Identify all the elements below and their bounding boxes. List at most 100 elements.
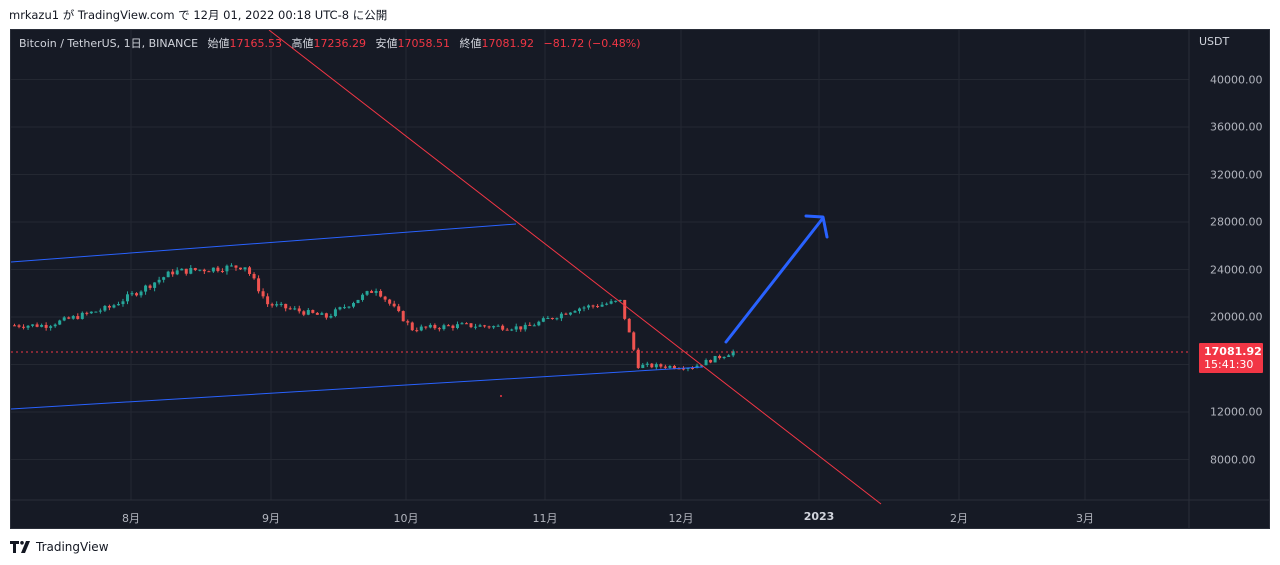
currency-label[interactable]: USDT	[1199, 35, 1230, 48]
candle	[306, 308, 310, 316]
symbol-label: Bitcoin / TetherUS, 1日, BINANCE	[19, 37, 199, 50]
candle	[654, 362, 658, 370]
candle	[22, 324, 26, 330]
candle	[53, 323, 57, 328]
candle	[171, 269, 175, 277]
candle	[442, 323, 446, 331]
tradingview-logo[interactable]: TradingView	[10, 540, 109, 554]
candle	[379, 289, 383, 298]
candle	[546, 315, 550, 319]
candle	[135, 292, 139, 297]
candle	[148, 284, 152, 290]
candle	[35, 322, 39, 328]
candle	[40, 323, 44, 328]
low-value: 17058.51	[397, 37, 451, 50]
candle	[451, 324, 455, 331]
candle	[189, 265, 193, 275]
candle	[248, 266, 252, 276]
candle	[397, 303, 401, 313]
chart-plot[interactable]	[11, 30, 1270, 529]
candle	[225, 264, 229, 275]
candle	[523, 322, 527, 332]
candle	[252, 272, 256, 280]
high-value: 17236.29	[313, 37, 367, 50]
candle	[184, 268, 188, 276]
candle	[71, 315, 75, 320]
candle	[229, 263, 233, 267]
candle	[370, 289, 374, 294]
candle	[175, 267, 179, 276]
candle	[573, 310, 577, 313]
candle	[578, 307, 581, 314]
price-tick-label: 32000.00	[1210, 168, 1263, 181]
candle	[446, 324, 450, 327]
candle	[121, 298, 125, 307]
candle	[126, 291, 129, 305]
price-tick-label: 28000.00	[1210, 215, 1263, 229]
candle	[62, 316, 66, 322]
candle	[342, 304, 346, 309]
candle	[76, 313, 80, 320]
candle	[94, 311, 98, 313]
candle	[718, 354, 722, 360]
candle	[202, 268, 206, 275]
candle	[216, 265, 220, 273]
time-tick-label: 9月	[262, 512, 280, 525]
candle	[460, 321, 464, 325]
candle	[180, 268, 184, 271]
candle	[465, 322, 468, 325]
candle	[659, 363, 663, 369]
candle	[338, 306, 342, 311]
descending-trendline[interactable]	[268, 30, 882, 505]
candle	[663, 364, 667, 370]
candle	[636, 347, 640, 369]
candle	[333, 307, 337, 318]
channel-lower-line[interactable]	[11, 366, 704, 410]
candle	[550, 317, 554, 320]
candle	[388, 298, 392, 306]
candle	[288, 306, 292, 310]
candle	[541, 316, 545, 323]
candle	[220, 268, 224, 273]
price-tick-label: 24000.00	[1210, 263, 1263, 276]
candle	[704, 358, 708, 366]
candle	[26, 325, 30, 330]
candle	[596, 304, 600, 308]
candle	[266, 293, 270, 307]
candle	[415, 327, 419, 333]
candle	[623, 299, 627, 321]
candle	[433, 323, 437, 330]
candle	[13, 323, 16, 327]
candle	[406, 319, 410, 326]
chart-panel[interactable]: Bitcoin / TetherUS, 1日, BINANCE 始値17165.…	[10, 29, 1270, 529]
forecast-arrow[interactable]	[724, 214, 829, 344]
candle	[275, 301, 279, 308]
candle	[600, 301, 604, 307]
candle	[374, 288, 378, 296]
candle	[392, 300, 396, 308]
candle	[112, 303, 116, 309]
price-tick-label: 12000.00	[1210, 405, 1263, 419]
publication-info: mrkazu1 が TradingView.com で 12月 01, 2022…	[9, 8, 388, 22]
candle	[89, 311, 93, 314]
candle	[609, 299, 613, 305]
candle	[365, 290, 369, 297]
candle	[198, 269, 202, 272]
candle	[293, 306, 297, 311]
candle	[139, 290, 143, 298]
candle	[474, 323, 478, 330]
candle	[591, 304, 595, 309]
candle	[98, 308, 102, 314]
close-value: 17081.92	[481, 37, 535, 50]
candle	[107, 304, 111, 311]
candle	[315, 311, 319, 315]
candle	[519, 326, 523, 332]
candle	[130, 291, 134, 297]
candle	[722, 356, 726, 360]
candle	[257, 275, 261, 294]
time-tick-label: 10月	[393, 512, 419, 525]
channel-upper-line[interactable]	[11, 223, 517, 263]
time-tick-label: 12月	[668, 512, 694, 525]
tradingview-logo-icon	[10, 541, 30, 553]
candle	[478, 323, 482, 327]
